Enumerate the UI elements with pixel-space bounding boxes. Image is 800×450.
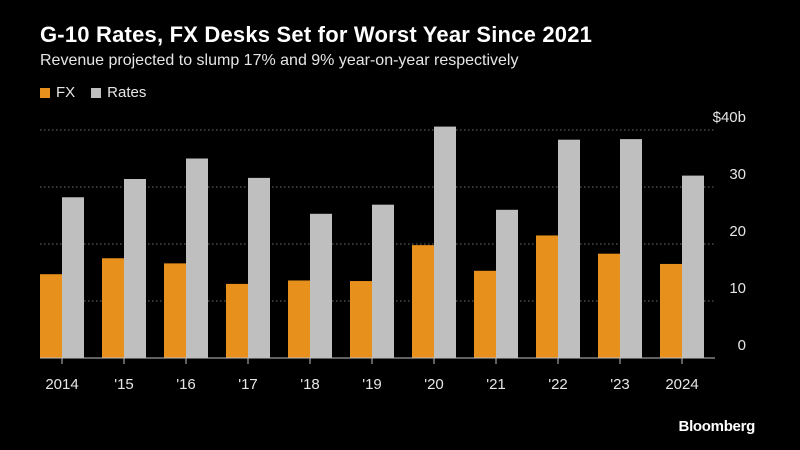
chart-title: G-10 Rates, FX Desks Set for Worst Year … — [40, 22, 593, 47]
legend-swatch-rates — [91, 87, 102, 98]
bar-fx — [598, 253, 620, 358]
legend-item-fx: FX — [40, 84, 75, 101]
y-tick-label: 0 — [738, 337, 746, 354]
bar-fx — [226, 283, 248, 358]
y-tick-label: 30 — [729, 166, 746, 183]
bar-rates — [620, 139, 642, 358]
x-tick-label: '19 — [362, 376, 382, 393]
bloomberg-logo: Bloomberg — [678, 418, 756, 435]
bar-rates — [124, 179, 146, 358]
legend-label-rates: Rates — [107, 84, 147, 101]
bars — [40, 126, 704, 358]
x-tick-label: '22 — [548, 376, 568, 393]
bar-fx — [40, 274, 62, 358]
bar-rates — [248, 177, 270, 358]
y-tick-label: 20 — [729, 223, 746, 240]
bar-fx — [164, 263, 186, 358]
x-tick-label: '18 — [300, 376, 320, 393]
x-tick-label: '20 — [424, 376, 444, 393]
bar-rates — [496, 209, 518, 358]
x-axis-ticks: 2014 '15 '16 '17 '18 '19 '20 '21 '22 '23 2024 — [45, 358, 699, 393]
bar-fx — [288, 280, 310, 358]
legend-swatch-fx — [40, 87, 50, 98]
x-tick-label: '17 — [238, 376, 258, 393]
legend-item-rates: Rates — [91, 84, 146, 101]
bar-rates — [682, 175, 704, 358]
x-tick-label: '15 — [114, 376, 134, 393]
x-tick-label: '21 — [486, 376, 506, 393]
y-tick-label: 10 — [729, 280, 746, 297]
x-tick-label: '23 — [610, 376, 630, 393]
bar-rates — [558, 139, 580, 358]
bar-fx — [474, 270, 496, 358]
legend-label-fx: FX — [56, 84, 76, 101]
bar-rates — [62, 197, 84, 358]
chart-subtitle: Revenue projected to slump 17% and 9% ye… — [40, 52, 519, 69]
bar-rates — [186, 158, 208, 358]
y-tick-label: $40b — [713, 109, 746, 126]
bar-fx — [660, 263, 682, 358]
legend: FX Rates — [40, 84, 162, 101]
y-axis-ticks: 0 10 20 30 $40b — [713, 109, 746, 354]
bar-rates — [434, 126, 456, 358]
bar-rates — [372, 204, 394, 358]
bar-fx — [102, 258, 124, 358]
bar-fx — [412, 245, 434, 358]
bar-fx — [350, 281, 372, 358]
x-tick-label: 2014 — [45, 376, 78, 393]
bar-rates — [310, 213, 332, 358]
x-tick-label: '16 — [176, 376, 196, 393]
x-tick-label: 2024 — [665, 376, 698, 393]
bar-fx — [536, 235, 558, 358]
